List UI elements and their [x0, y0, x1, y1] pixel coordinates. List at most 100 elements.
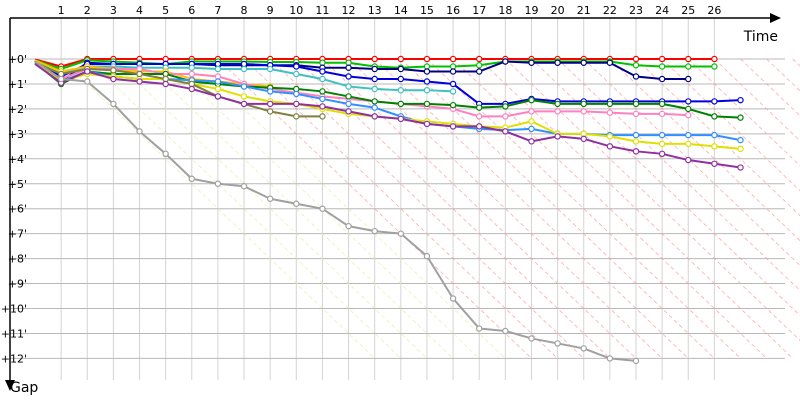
data-point: [685, 131, 692, 139]
data-point: [658, 131, 666, 139]
data-point: [293, 90, 300, 98]
series-line: [34, 61, 689, 118]
axes: Time Gap: [5, 13, 781, 396]
data-point: [685, 156, 692, 164]
data-point: [632, 357, 640, 365]
data-point: [84, 78, 91, 85]
data-point: [632, 110, 640, 118]
data-point: [528, 335, 535, 342]
data-point: [423, 78, 431, 85]
projection-line: [609, 58, 800, 242]
data-point: [476, 104, 483, 111]
data-point: [711, 98, 718, 105]
data-point: [685, 75, 692, 83]
data-point: [658, 75, 666, 83]
x-tick-labels: 1 2 3 4 5 6 7 8 9 10 11 12 13 14 15 16 17 18 19 20 21 22 23 24 2…: [58, 4, 722, 17]
data-point: [162, 150, 169, 158]
data-point: [554, 59, 561, 66]
data-point: [397, 75, 405, 83]
projection-line: [86, 58, 402, 359]
data-point: [397, 55, 405, 63]
projection-line: [348, 58, 663, 359]
data-point: [711, 160, 718, 167]
data-point: [658, 55, 666, 63]
x-tick-label: 5: [162, 4, 169, 17]
x-tick-label: 11: [315, 4, 329, 17]
data-point: [423, 120, 431, 128]
data-point: [319, 113, 326, 120]
data-point: [528, 138, 535, 145]
data-point: [685, 111, 692, 119]
data-point: [293, 70, 300, 78]
data-point: [632, 148, 640, 155]
data-point: [449, 88, 457, 95]
data-point: [57, 75, 65, 83]
projection-line: [557, 58, 800, 292]
data-point: [554, 108, 561, 115]
projection-line: [191, 58, 506, 359]
data-point: [371, 75, 378, 83]
x-tick-label: 3: [110, 4, 117, 17]
data-point: [528, 118, 535, 125]
x-tick-label: 17: [472, 4, 486, 17]
x-tick-label: 9: [267, 4, 274, 17]
series-line: [34, 61, 741, 119]
projection-line: [687, 58, 800, 167]
data-point: [685, 140, 692, 148]
x-tick-label: 6: [188, 4, 195, 17]
y-axis-arrow: [5, 380, 15, 391]
projection-line: [583, 58, 800, 267]
data-point: [319, 103, 326, 110]
x-axis-arrow: [770, 13, 781, 23]
data-point: [397, 230, 405, 237]
data-point: [606, 355, 614, 362]
data-point: [397, 115, 405, 123]
series-line: [34, 60, 741, 105]
data-point: [502, 113, 509, 120]
data-point: [397, 65, 405, 73]
data-point: [371, 85, 378, 93]
data-point: [266, 108, 274, 115]
data-point: [240, 100, 248, 108]
x-axis-title: Time: [743, 29, 778, 45]
data-point: [476, 113, 483, 120]
y-tick-label: +4': [8, 153, 27, 166]
data-point: [293, 113, 300, 120]
series-line: [34, 60, 637, 362]
data-point: [737, 136, 744, 144]
projection-line: [243, 58, 558, 359]
data-point: [476, 325, 483, 332]
y-tick-label: +2': [8, 103, 27, 116]
data-point: [632, 100, 640, 108]
data-point: [737, 145, 744, 153]
x-tick-label: 24: [655, 4, 669, 17]
data-point: [658, 100, 666, 108]
data-point: [319, 75, 326, 83]
data-point: [606, 143, 614, 150]
x-tick-label: 19: [524, 4, 538, 17]
x-tick-label: 12: [342, 4, 356, 17]
data-point: [214, 65, 222, 73]
data-point: [476, 123, 483, 130]
data-point: [606, 133, 614, 140]
data-point: [293, 63, 300, 70]
data-point: [554, 100, 561, 108]
data-point: [528, 125, 535, 133]
data-point: [188, 64, 195, 71]
x-tick-label: 10: [289, 4, 303, 17]
data-point: [293, 200, 300, 207]
data-point: [476, 55, 483, 63]
projection-line: [792, 58, 800, 67]
projection-line: [661, 58, 800, 192]
data-point: [371, 98, 378, 105]
y-tick-label: +6': [8, 203, 27, 216]
data-point: [449, 123, 457, 130]
projection-line: [165, 58, 480, 359]
y-tick-label: +0': [8, 53, 27, 66]
x-tick-label: 7: [214, 4, 221, 17]
data-point: [319, 88, 326, 95]
data-point: [136, 70, 143, 78]
data-point: [214, 180, 222, 187]
x-tick-label: 21: [577, 4, 591, 17]
x-tick-label: 1: [58, 4, 65, 17]
